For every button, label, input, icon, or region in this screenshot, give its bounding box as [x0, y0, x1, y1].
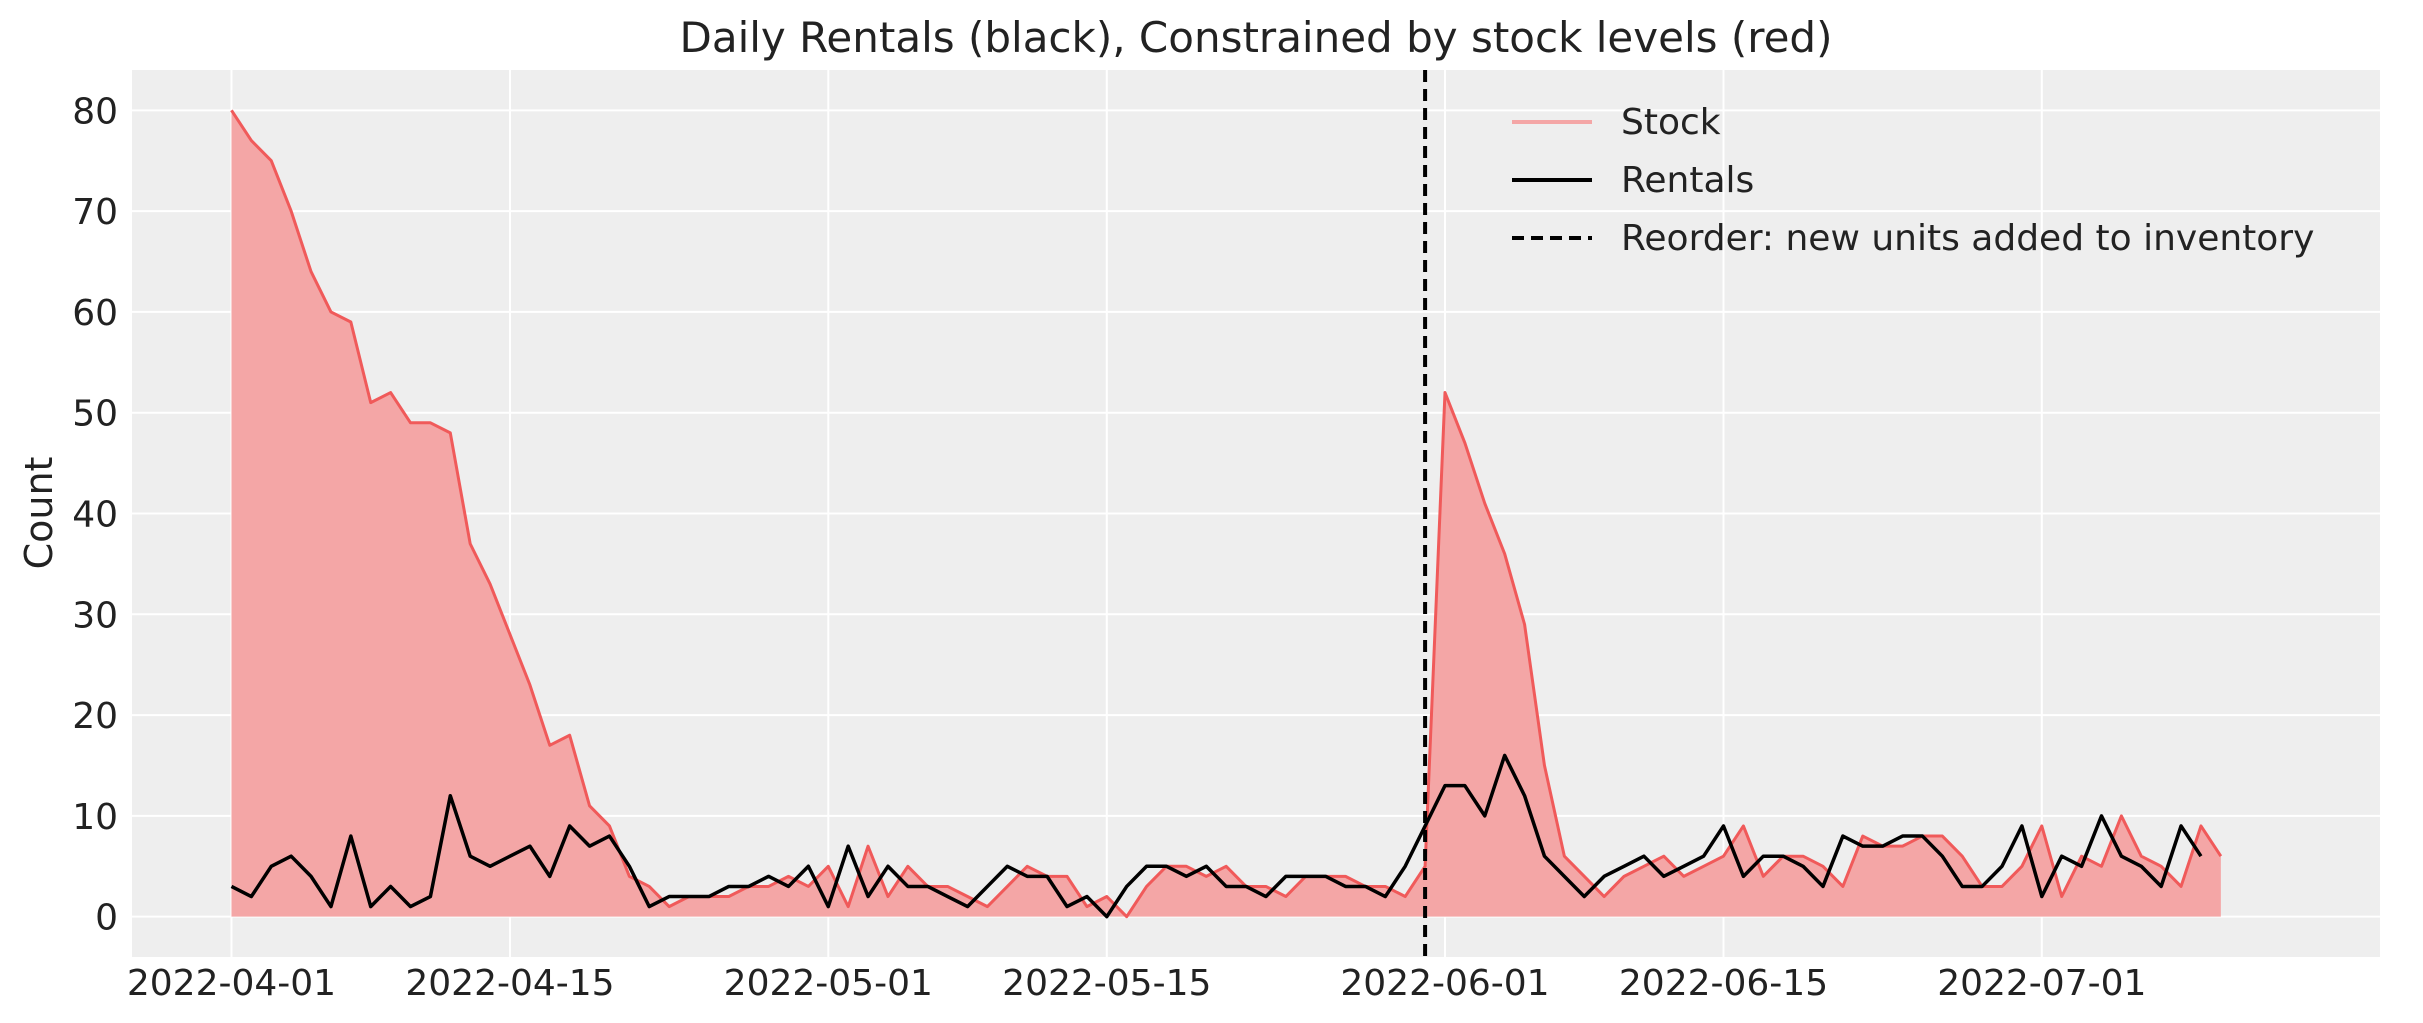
- stock-series: [230, 109, 2223, 919]
- x-tick-labels: 2022-04-01 2022-04-15 2022-05-01 2022-05-15…: [127, 963, 2147, 1004]
- y-tick-label: 20: [72, 696, 118, 737]
- y-tick-label: 10: [72, 797, 118, 838]
- legend-label-stock: Stock: [1621, 102, 1721, 143]
- y-tick-label: 40: [72, 495, 118, 536]
- y-axis-label: Count: [17, 457, 61, 570]
- x-tick-label: 2022-06-01: [1340, 963, 1549, 1004]
- rentals-series: [230, 753, 2203, 919]
- x-tick-label: 2022-07-01: [1937, 963, 2146, 1004]
- y-tick-label: 30: [72, 595, 118, 636]
- y-tick-label: 80: [72, 91, 118, 132]
- stock-line: [230, 109, 2223, 919]
- x-tick-label: 2022-05-15: [1002, 963, 1211, 1004]
- stock-area-fill: [231, 110, 2221, 917]
- y-tick-label: 50: [72, 394, 118, 435]
- x-tick-label: 2022-06-15: [1619, 963, 1828, 1004]
- x-tick-label: 2022-05-01: [724, 963, 933, 1004]
- legend-label-rentals: Rentals: [1621, 160, 1754, 201]
- y-tick-label: 0: [95, 898, 118, 939]
- legend-label-reorder: Reorder: new units added to inventory: [1621, 218, 2314, 259]
- chart-title: Daily Rentals (black), Constrained by st…: [680, 13, 1833, 62]
- y-tick-labels: 0 10 20 30 40 50 60 70 80: [72, 91, 118, 938]
- rentals-line: [230, 753, 2203, 919]
- x-tick-label: 2022-04-15: [405, 963, 614, 1004]
- x-tick-label: 2022-04-01: [127, 963, 336, 1004]
- legend: Stock Rentals Reorder: new units added t…: [1512, 102, 2314, 259]
- y-tick-label: 60: [72, 293, 118, 334]
- y-tick-label: 70: [72, 192, 118, 233]
